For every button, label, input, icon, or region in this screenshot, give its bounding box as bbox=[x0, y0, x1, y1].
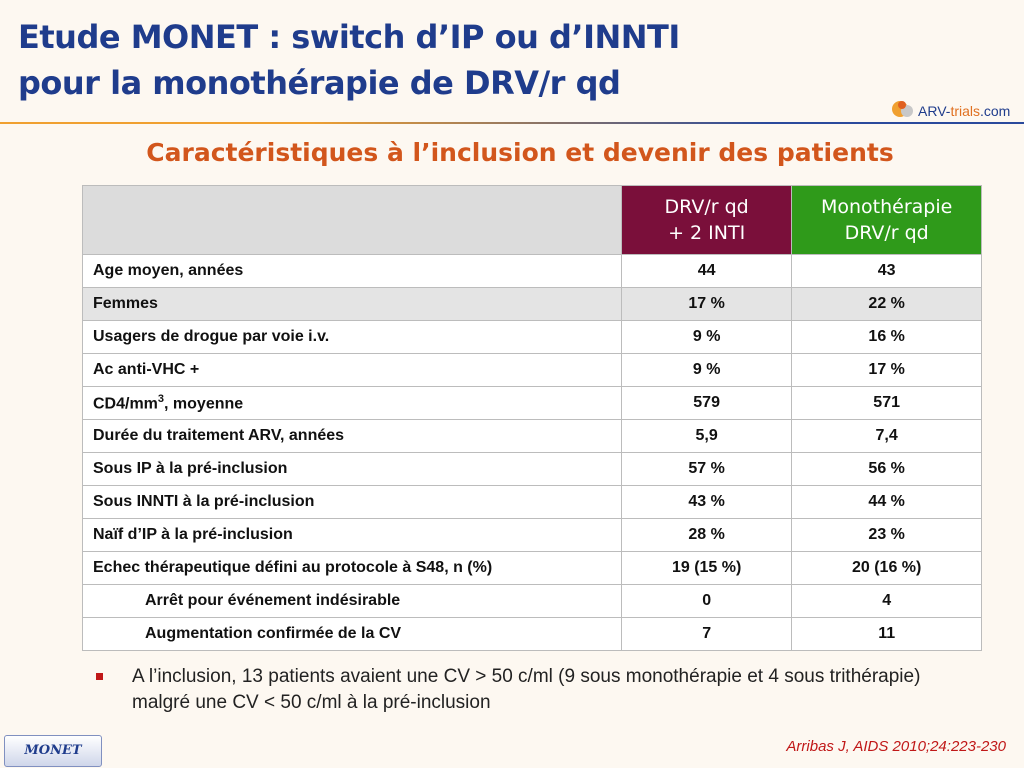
table-row: Arrêt pour événement indésirable 0 4 bbox=[82, 584, 982, 618]
cell-monotherapy: 22 % bbox=[791, 287, 982, 321]
cell-monotherapy: 20 (16 %) bbox=[791, 551, 982, 585]
arv-trials-logo-icon bbox=[892, 101, 913, 117]
title-divider bbox=[0, 122, 1024, 124]
table-row: Naïf d’IP à la pré-inclusion 28 % 23 % bbox=[82, 518, 982, 552]
cell-drv-2inti: 579 bbox=[620, 386, 793, 420]
baseline-table: DRV/r qd + 2 INTI Monothérapie DRV/r qd Ag… bbox=[82, 185, 982, 651]
citation: Arribas J, AIDS 2010;24:223-230 bbox=[786, 738, 1006, 755]
table-row: Usagers de drogue par voie i.v. 9 % 16 % bbox=[82, 320, 982, 354]
header-drv-2inti: DRV/r qd + 2 INTI bbox=[620, 185, 793, 255]
study-badge: MONET bbox=[4, 735, 102, 767]
cell-drv-2inti: 9 % bbox=[620, 353, 793, 387]
slide-subtitle: Caractéristiques à l’inclusion et deveni… bbox=[146, 138, 894, 167]
table-header-row: DRV/r qd + 2 INTI Monothérapie DRV/r qd bbox=[82, 185, 982, 255]
cell-monotherapy: 16 % bbox=[791, 320, 982, 354]
table-row: Echec thérapeutique défini au protocole … bbox=[82, 551, 982, 585]
bullet-text: A l’inclusion, 13 patients avaient une C… bbox=[132, 666, 921, 713]
title-line-2: pour la monothérapie de DRV/r qd bbox=[18, 64, 621, 102]
bullet-square-icon bbox=[96, 673, 103, 680]
cell-drv-2inti: 57 % bbox=[620, 452, 793, 486]
cell-monotherapy: 43 bbox=[791, 254, 982, 288]
table-row: Durée du traitement ARV, années 5,9 7,4 bbox=[82, 419, 982, 453]
cell-monotherapy: 23 % bbox=[791, 518, 982, 552]
cell-drv-2inti: 44 bbox=[620, 254, 793, 288]
header-empty-cell bbox=[82, 185, 622, 255]
row-label: Sous INNTI à la pré-inclusion bbox=[82, 485, 622, 519]
cell-drv-2inti: 17 % bbox=[620, 287, 793, 321]
row-label: Augmentation confirmée de la CV bbox=[82, 617, 622, 651]
cell-drv-2inti: 9 % bbox=[620, 320, 793, 354]
row-label: Ac anti-VHC + bbox=[82, 353, 622, 387]
cell-monotherapy: 571 bbox=[791, 386, 982, 420]
cell-drv-2inti: 28 % bbox=[620, 518, 793, 552]
cell-monotherapy: 44 % bbox=[791, 485, 982, 519]
bullet-note: A l’inclusion, 13 patients avaient une C… bbox=[96, 664, 978, 716]
cell-drv-2inti: 5,9 bbox=[620, 419, 793, 453]
arv-trials-logo-text: ARV-trials.com bbox=[918, 103, 1011, 119]
row-label: Echec thérapeutique défini au protocole … bbox=[82, 551, 622, 585]
row-label: Naïf d’IP à la pré-inclusion bbox=[82, 518, 622, 552]
row-label: Femmes bbox=[82, 287, 622, 321]
cell-monotherapy: 11 bbox=[791, 617, 982, 651]
table-row: Sous IP à la pré-inclusion 57 % 56 % bbox=[82, 452, 982, 486]
title-line-1: Etude MONET : switch d’IP ou d’INNTI bbox=[18, 18, 680, 56]
row-label: Sous IP à la pré-inclusion bbox=[82, 452, 622, 486]
table-row: Sous INNTI à la pré-inclusion 43 % 44 % bbox=[82, 485, 982, 519]
row-label: Age moyen, années bbox=[82, 254, 622, 288]
cell-drv-2inti: 19 (15 %) bbox=[620, 551, 793, 585]
slide-title: Etude MONET : switch d’IP ou d’INNTI pou… bbox=[18, 14, 680, 106]
row-label: Durée du traitement ARV, années bbox=[82, 419, 622, 453]
cell-drv-2inti: 7 bbox=[620, 617, 793, 651]
cell-drv-2inti: 43 % bbox=[620, 485, 793, 519]
cell-monotherapy: 17 % bbox=[791, 353, 982, 387]
row-label: Usagers de drogue par voie i.v. bbox=[82, 320, 622, 354]
header-monotherapy: Monothérapie DRV/r qd bbox=[791, 185, 982, 255]
table-row: Ac anti-VHC + 9 % 17 % bbox=[82, 353, 982, 387]
table-row: Femmes 17 % 22 % bbox=[82, 287, 982, 321]
cell-monotherapy: 4 bbox=[791, 584, 982, 618]
row-label: CD4/mm3, moyenne bbox=[82, 386, 622, 420]
row-label: Arrêt pour événement indésirable bbox=[82, 584, 622, 618]
table-row: Augmentation confirmée de la CV 7 11 bbox=[82, 617, 982, 651]
cell-monotherapy: 56 % bbox=[791, 452, 982, 486]
table-row: CD4/mm3, moyenne 579 571 bbox=[82, 386, 982, 420]
table-row: Age moyen, années 44 43 bbox=[82, 254, 982, 288]
cell-drv-2inti: 0 bbox=[620, 584, 793, 618]
cell-monotherapy: 7,4 bbox=[791, 419, 982, 453]
